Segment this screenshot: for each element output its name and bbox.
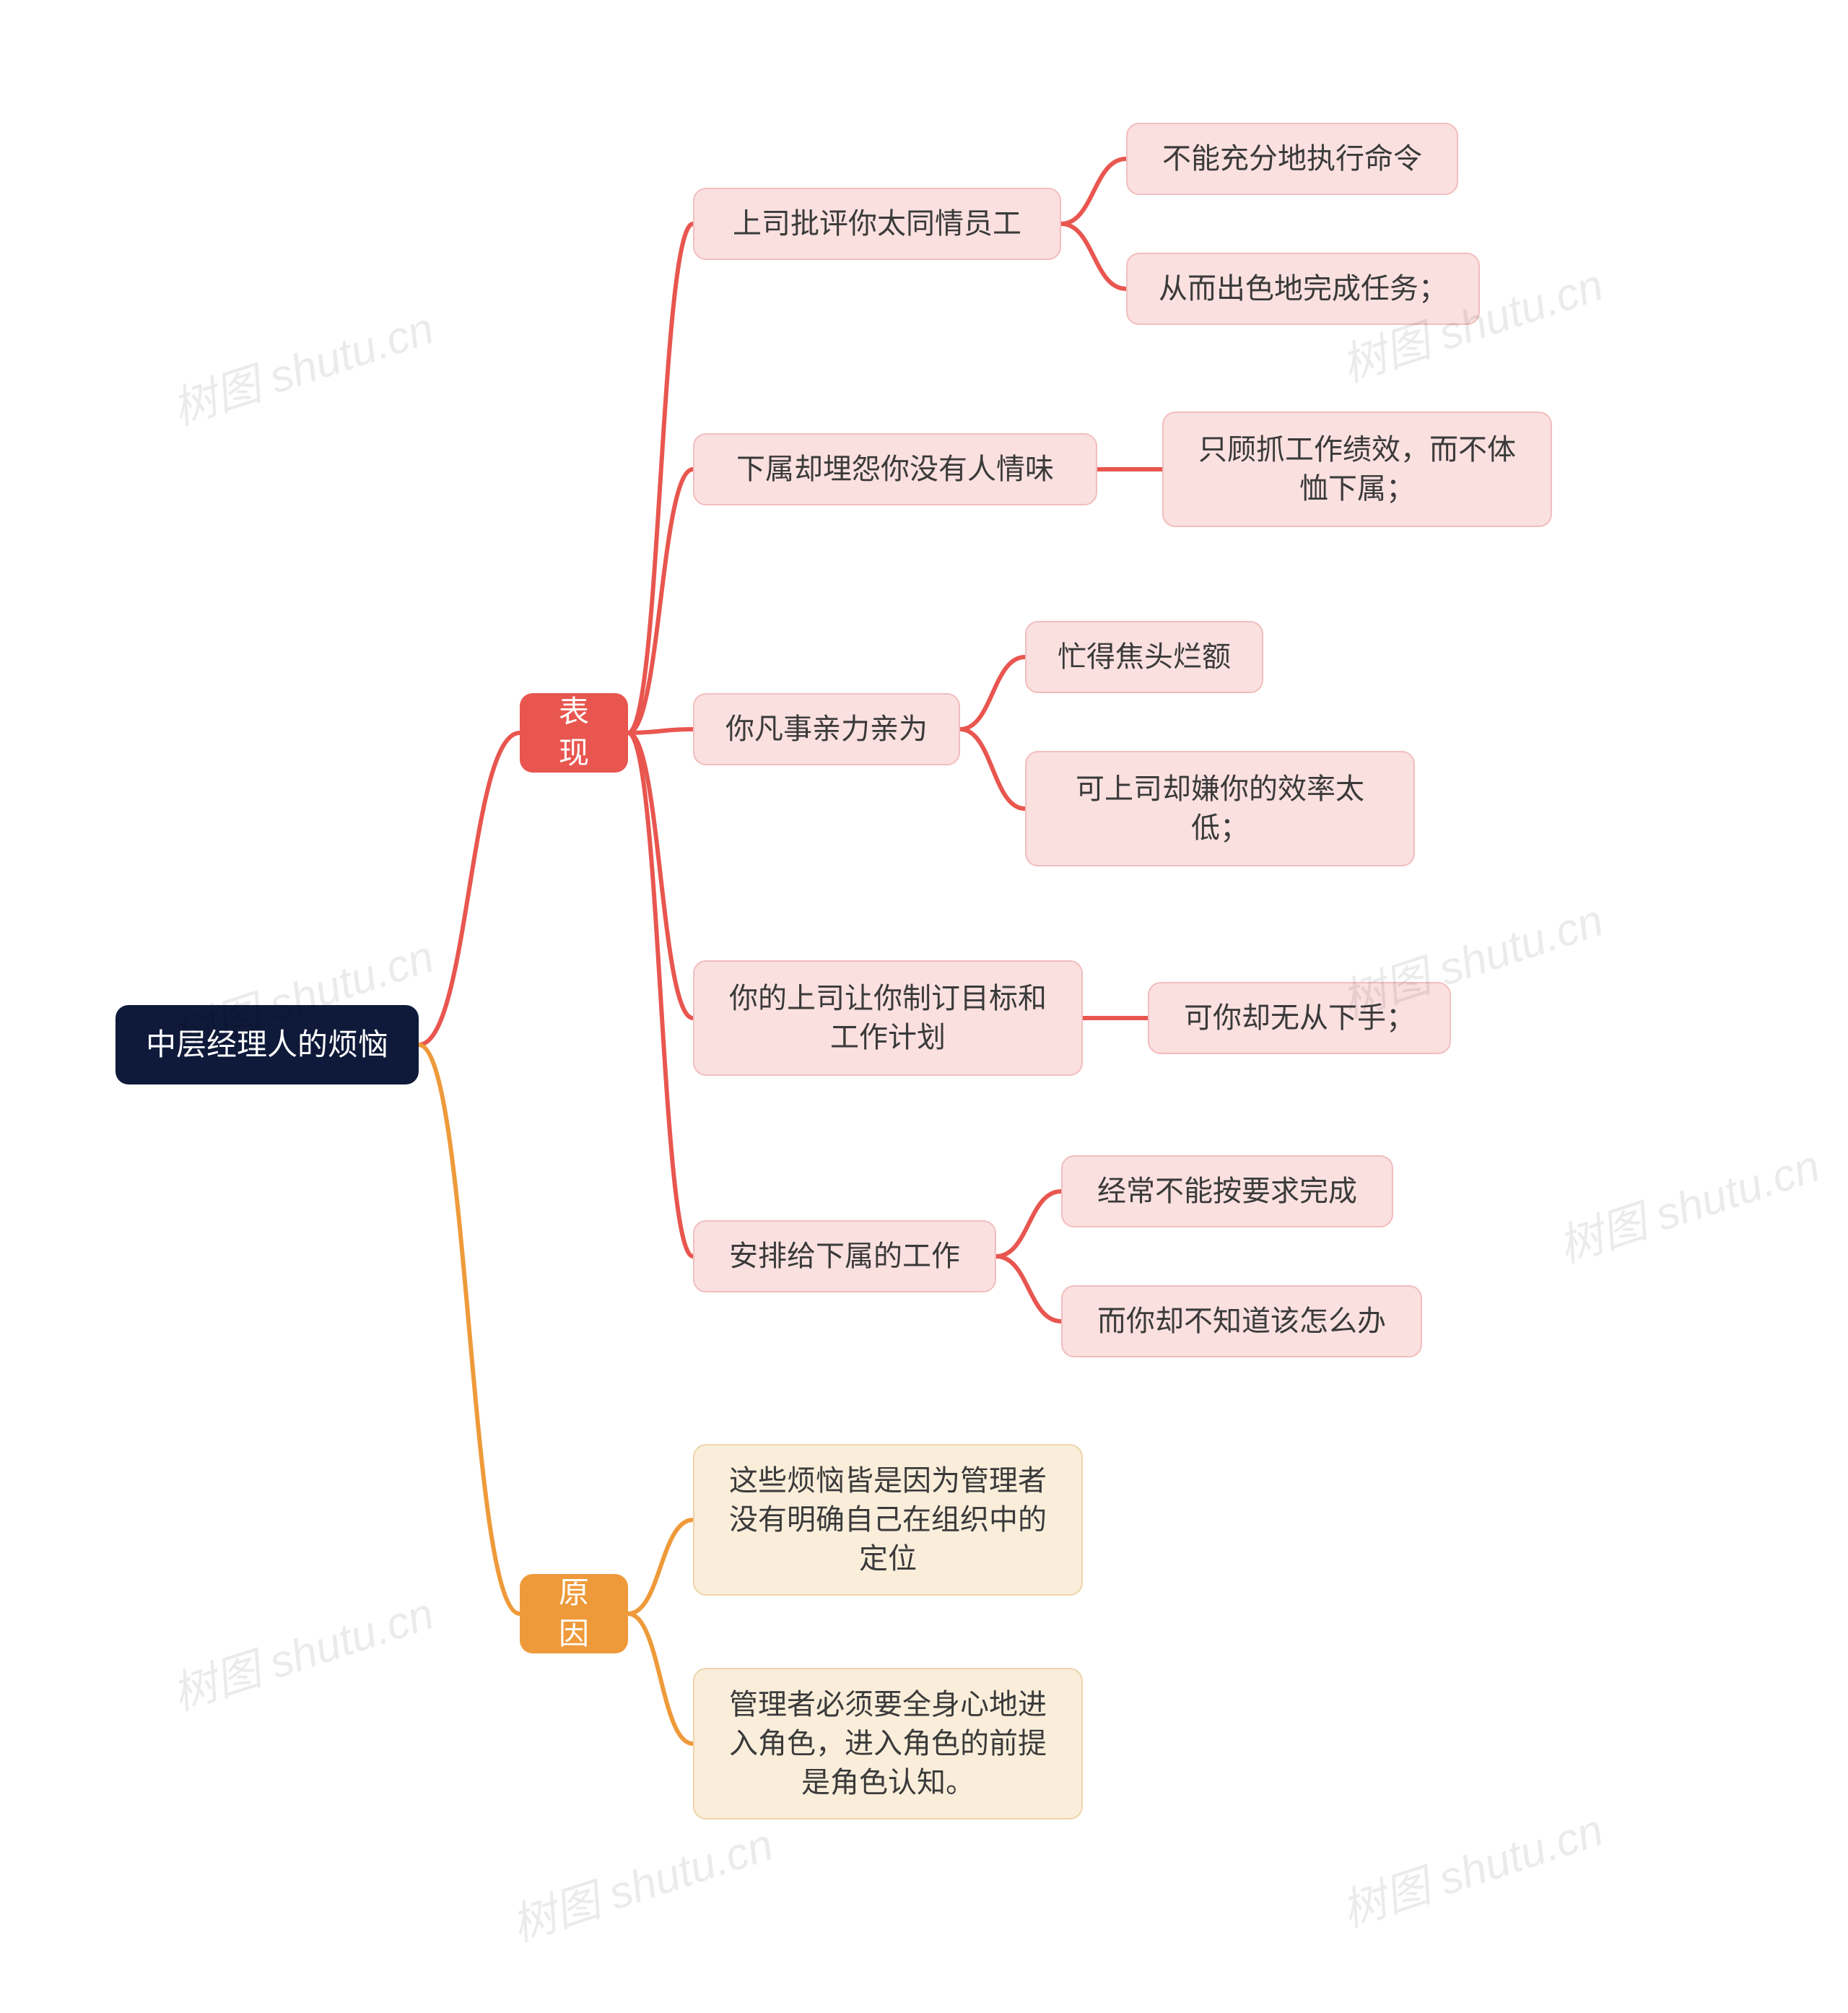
leaf-node[interactable]: 而你却不知道该怎么办 (1061, 1285, 1422, 1357)
node-text: 安排给下属的工作 (729, 1237, 960, 1276)
watermark: 树图 shutu.cn (1332, 1794, 1610, 1939)
node-text: 而你却不知道该怎么办 (1097, 1302, 1386, 1341)
watermark: 树图 shutu.cn (162, 1577, 440, 1723)
node-text: 这些烦恼皆是因为管理者没有明确自己在组织中的定位 (716, 1461, 1060, 1578)
category-node-yuanyin[interactable]: 原因 (520, 1574, 628, 1653)
node-text: 经常不能按要求完成 (1097, 1172, 1357, 1211)
leaf-node[interactable]: 可你却无从下手； (1148, 982, 1451, 1054)
watermark: 树图 shutu.cn (1548, 1129, 1826, 1275)
leaf-node[interactable]: 从而出色地完成任务； (1126, 253, 1480, 325)
mindmap-root[interactable]: 中层经理人的烦恼 (116, 1005, 419, 1084)
watermark: 树图 shutu.cn (162, 292, 440, 438)
node-text: 管理者必须要全身心地进入角色，进入角色的前提是角色认知。 (716, 1685, 1060, 1802)
topic-node[interactable]: 下属却埋怨你没有人情味 (693, 433, 1097, 505)
node-text: 下属却埋怨你没有人情味 (736, 450, 1054, 489)
leaf-node[interactable]: 不能充分地执行命令 (1126, 123, 1458, 195)
topic-node[interactable]: 这些烦恼皆是因为管理者没有明确自己在组织中的定位 (693, 1444, 1083, 1596)
node-text: 忙得焦头烂额 (1058, 638, 1231, 677)
node-text: 你的上司让你制订目标和工作计划 (716, 979, 1060, 1057)
root-label: 中层经理人的烦恼 (146, 1025, 388, 1066)
leaf-node[interactable]: 只顾抓工作绩效，而不体恤下属； (1162, 412, 1552, 527)
category-label: 原因 (544, 1573, 603, 1654)
category-label: 表现 (544, 692, 603, 773)
node-text: 只顾抓工作绩效，而不体恤下属； (1185, 430, 1529, 508)
node-text: 上司批评你太同情员工 (733, 204, 1021, 243)
topic-node[interactable]: 上司批评你太同情员工 (693, 188, 1061, 260)
node-text: 你凡事亲力亲为 (725, 710, 928, 749)
node-text: 可上司却嫌你的效率太低； (1048, 770, 1392, 848)
topic-node[interactable]: 你凡事亲力亲为 (693, 693, 960, 765)
category-node-biaoxian[interactable]: 表现 (520, 693, 628, 773)
node-text: 不能充分地执行命令 (1162, 139, 1422, 178)
node-text: 从而出色地完成任务； (1159, 269, 1447, 308)
leaf-node[interactable]: 忙得焦头烂额 (1025, 621, 1263, 693)
topic-node[interactable]: 管理者必须要全身心地进入角色，进入角色的前提是角色认知。 (693, 1668, 1083, 1819)
topic-node[interactable]: 你的上司让你制订目标和工作计划 (693, 960, 1083, 1076)
watermark: 树图 shutu.cn (502, 1808, 780, 1954)
topic-node[interactable]: 安排给下属的工作 (693, 1220, 996, 1292)
leaf-node[interactable]: 可上司却嫌你的效率太低； (1025, 751, 1415, 866)
leaf-node[interactable]: 经常不能按要求完成 (1061, 1155, 1393, 1227)
node-text: 可你却无从下手； (1184, 999, 1415, 1038)
